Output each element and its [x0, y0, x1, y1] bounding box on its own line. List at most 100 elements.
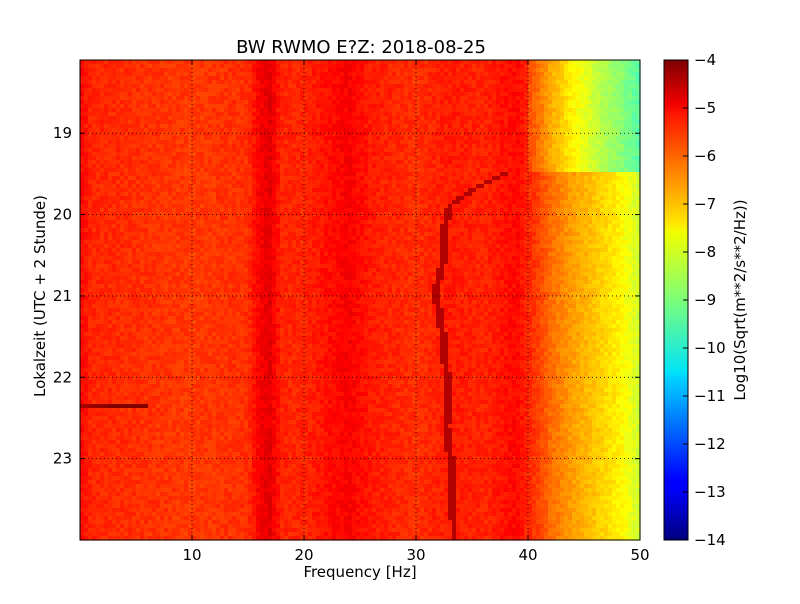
heatmap-cell	[232, 160, 237, 165]
heatmap-cell	[308, 148, 313, 153]
heatmap-cell	[352, 92, 357, 97]
heatmap-cell	[508, 64, 513, 69]
heatmap-cell	[576, 108, 581, 113]
heatmap-cell	[608, 100, 613, 105]
heatmap-cell	[408, 180, 413, 185]
heatmap-cell	[556, 140, 561, 145]
heatmap-cell	[220, 144, 225, 149]
heatmap-cell	[328, 156, 333, 161]
heatmap-cell	[192, 116, 197, 121]
heatmap-cell	[204, 80, 209, 85]
heatmap-cell	[352, 108, 357, 113]
heatmap-cell	[508, 144, 513, 149]
heatmap-cell	[600, 160, 605, 165]
heatmap-cell	[128, 92, 133, 97]
heatmap-cell	[364, 108, 369, 113]
heatmap-cell	[300, 92, 305, 97]
heatmap-cell	[232, 64, 237, 69]
heatmap-cell	[124, 68, 129, 73]
heatmap-cell	[520, 168, 525, 173]
heatmap-cell	[492, 184, 497, 189]
heatmap-cell	[252, 76, 257, 81]
heatmap-cell	[348, 188, 353, 193]
heatmap-cell	[364, 196, 369, 201]
heatmap-cell	[604, 104, 609, 109]
heatmap-cell	[96, 112, 101, 117]
heatmap-cell	[168, 180, 173, 185]
heatmap-cell	[108, 84, 113, 89]
heatmap-cell	[632, 144, 637, 149]
heatmap-cell	[500, 72, 505, 77]
heatmap-cell	[496, 188, 501, 193]
heatmap-cell	[608, 192, 613, 197]
heatmap-cell	[128, 96, 133, 101]
heatmap-cell	[628, 108, 633, 113]
heatmap-cell	[432, 100, 437, 105]
heatmap-cell	[300, 76, 305, 81]
heatmap-cell	[524, 168, 529, 173]
heatmap-cell	[348, 172, 353, 177]
heatmap-cell	[500, 76, 505, 81]
heatmap-cell	[552, 196, 557, 201]
heatmap-cell	[544, 68, 549, 73]
heatmap-cell	[444, 108, 449, 113]
heatmap-cell	[416, 100, 421, 105]
heatmap-cell	[392, 108, 397, 113]
heatmap-cell	[124, 112, 129, 117]
heatmap-cell	[548, 164, 553, 169]
heatmap-cell	[556, 72, 561, 77]
heatmap-cell	[224, 136, 229, 141]
heatmap-cell	[628, 172, 633, 177]
heatmap-cell	[500, 92, 505, 97]
heatmap-cell	[456, 80, 461, 85]
heatmap-cell	[252, 80, 257, 85]
heatmap-cell	[260, 120, 265, 125]
heatmap-cell	[544, 192, 549, 197]
heatmap-cell	[304, 116, 309, 121]
heatmap-cell	[512, 128, 517, 133]
heatmap-cell	[456, 112, 461, 117]
heatmap-cell	[620, 176, 625, 181]
heatmap-cell	[280, 72, 285, 77]
heatmap-cell	[356, 120, 361, 125]
heatmap-cell	[596, 60, 601, 65]
heatmap-cell	[204, 192, 209, 197]
heatmap-cell	[324, 120, 329, 125]
heatmap-cell	[116, 144, 121, 149]
heatmap-cell	[484, 164, 489, 169]
heatmap-cell	[220, 104, 225, 109]
heatmap-cell	[612, 116, 617, 121]
heatmap-cell	[256, 60, 261, 65]
heatmap-cell	[172, 164, 177, 169]
heatmap-cell	[568, 120, 573, 125]
heatmap-cell	[572, 124, 577, 129]
heatmap-cell	[196, 96, 201, 101]
heatmap-cell	[284, 184, 289, 189]
heatmap-cell	[420, 88, 425, 93]
heatmap-cell	[620, 76, 625, 81]
heatmap-cell	[268, 200, 273, 205]
heatmap-cell	[336, 196, 341, 201]
heatmap-cell	[272, 192, 277, 197]
heatmap-cell	[496, 120, 501, 125]
heatmap-cell	[616, 104, 621, 109]
heatmap-cell	[116, 120, 121, 125]
heatmap-cell	[616, 116, 621, 121]
heatmap-cell	[420, 136, 425, 141]
heatmap-cell	[272, 64, 277, 69]
heatmap-cell	[188, 184, 193, 189]
heatmap-cell	[632, 100, 637, 105]
heatmap-cell	[560, 144, 565, 149]
heatmap-cell	[248, 196, 253, 201]
heatmap-cell	[248, 180, 253, 185]
heatmap-cell	[268, 76, 273, 81]
heatmap-cell	[604, 112, 609, 117]
heatmap-cell	[208, 176, 213, 181]
heatmap-cell	[560, 96, 565, 101]
heatmap-cell	[268, 196, 273, 201]
heatmap-cell	[632, 184, 637, 189]
heatmap-cell	[444, 132, 449, 137]
heatmap-cell	[504, 148, 509, 153]
heatmap-cell	[128, 116, 133, 121]
heatmap-cell	[172, 200, 177, 205]
